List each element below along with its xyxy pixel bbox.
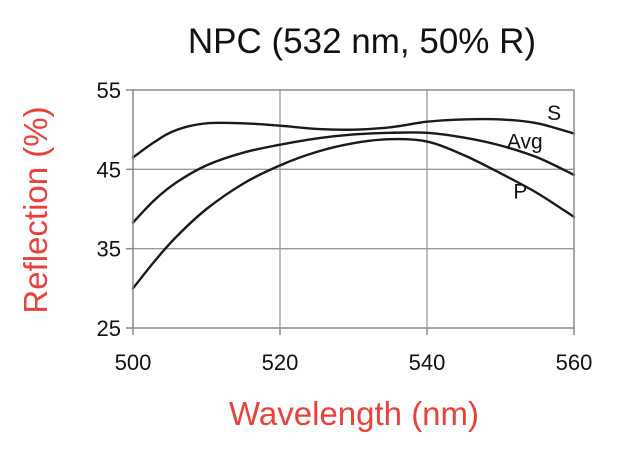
series-line-p xyxy=(131,137,576,290)
x-tick-label: 540 xyxy=(409,350,446,375)
tick-labels: 25 35 45 55 500 520 540 560 xyxy=(97,78,593,375)
x-tick-label: 560 xyxy=(556,350,593,375)
plot-frame-border xyxy=(132,89,575,329)
y-tick-label: 55 xyxy=(97,78,121,103)
x-axis-title: Wavelength (nm) xyxy=(229,395,479,432)
series-lines xyxy=(131,117,576,290)
y-axis-title: Reflection (%) xyxy=(17,106,54,313)
series-line-avg xyxy=(131,131,576,224)
y-tick-label: 35 xyxy=(97,237,121,262)
x-tick-label: 520 xyxy=(262,350,299,375)
grid-lines xyxy=(133,90,574,328)
plot-frame xyxy=(126,89,575,335)
y-tick-label: 25 xyxy=(97,316,121,341)
series-label-s: S xyxy=(547,102,561,125)
x-tick-label: 500 xyxy=(115,350,152,375)
series-line-s xyxy=(131,117,576,159)
chart-title: NPC (532 nm, 50% R) xyxy=(188,22,536,61)
series-label-avg: Avg xyxy=(507,130,543,153)
series-label-p: P xyxy=(513,180,527,203)
y-tick-label: 45 xyxy=(97,157,121,182)
